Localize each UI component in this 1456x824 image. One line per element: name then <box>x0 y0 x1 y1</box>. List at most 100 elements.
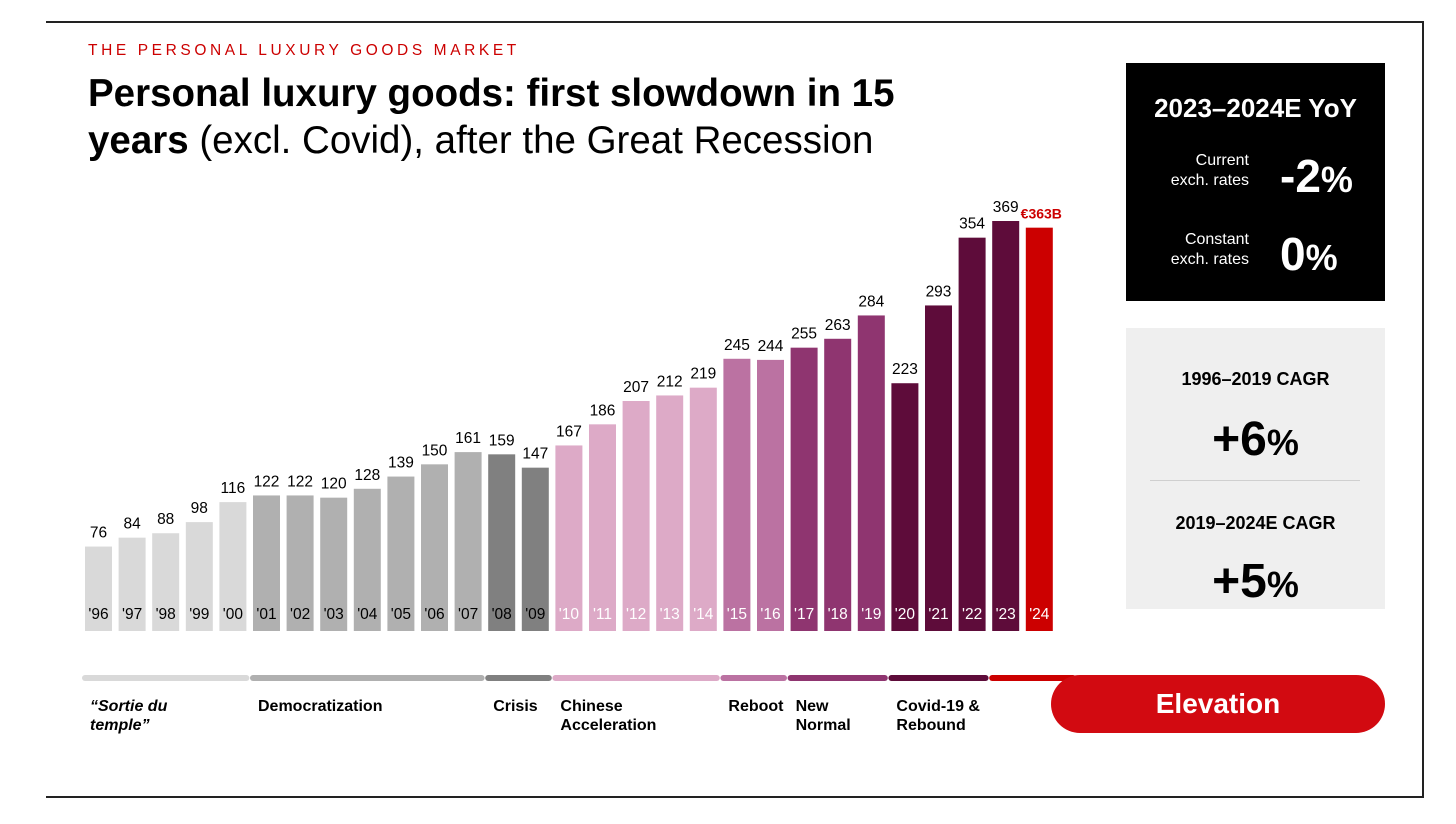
value-label: 293 <box>926 283 952 300</box>
constant-rates-label: Constant exch. rates <box>1171 230 1249 270</box>
value-label: 207 <box>623 379 649 396</box>
value-label: 76 <box>90 525 107 542</box>
bar-20 <box>891 383 919 631</box>
tick-label: '18 <box>828 606 848 623</box>
value-label: 147 <box>522 446 548 463</box>
current-value-number: -2 <box>1280 150 1321 202</box>
value-label: 167 <box>556 423 582 440</box>
constant-label-line2: exch. rates <box>1170 251 1249 268</box>
title-regular: (excl. Covid), after the Great Recession <box>188 119 874 162</box>
cagr-2019-2024-label: 2019–2024E CAGR <box>1175 513 1336 533</box>
bar-08 <box>488 454 516 631</box>
bar-04 <box>353 488 381 631</box>
tick-label: '20 <box>895 606 916 623</box>
title-bold-1: Personal luxury goods: first slowdown in… <box>88 72 895 115</box>
value-label: 263 <box>825 317 851 334</box>
value-label: 212 <box>657 373 683 390</box>
bar-21 <box>925 305 952 631</box>
frame-top-border <box>46 21 1424 23</box>
phase-label: New Normal <box>796 698 851 734</box>
bar-99 <box>185 522 213 631</box>
bar-17 <box>790 347 818 631</box>
current-value-pct: % <box>1320 159 1353 200</box>
bar-14 <box>689 387 717 631</box>
tick-label: '05 <box>391 606 411 623</box>
tick-label: '96 <box>88 606 108 623</box>
bar-13 <box>656 395 684 631</box>
tick-label: '07 <box>458 606 478 623</box>
phase-label: “Sortie du temple” <box>90 698 168 734</box>
value-label: 255 <box>791 326 817 343</box>
bar-09 <box>521 467 549 631</box>
bar-19 <box>857 315 885 631</box>
bar-10 <box>555 445 583 631</box>
bar-00 <box>219 502 247 631</box>
tick-label: '22 <box>962 606 982 623</box>
yoy-title: 2023–2024E YoY <box>1154 93 1357 123</box>
bar-06 <box>421 464 448 631</box>
value-label: 116 <box>221 480 246 497</box>
current-rates-value: -2% <box>1280 149 1353 203</box>
tick-label: '02 <box>290 606 310 623</box>
phase-label: Reboot <box>728 698 784 715</box>
tick-label: '14 <box>693 606 714 623</box>
value-label: 219 <box>690 366 716 383</box>
tick-label: '01 <box>256 606 276 623</box>
title-bold-2: years <box>88 119 189 162</box>
tick-label: '10 <box>559 606 580 623</box>
tick-label: '24 <box>1029 606 1050 623</box>
constant-value-pct: % <box>1305 237 1338 278</box>
bar-05 <box>387 476 415 631</box>
tick-label: '17 <box>794 606 814 623</box>
tick-label: '00 <box>223 606 244 623</box>
cagr-divider <box>1150 480 1360 481</box>
value-label: 84 <box>123 516 141 533</box>
elevation-pill: Elevation <box>1051 675 1385 733</box>
value-label: 223 <box>892 361 918 378</box>
tick-label: '04 <box>357 606 378 623</box>
bar-23 <box>992 221 1020 631</box>
cagr2-pct: % <box>1266 564 1299 605</box>
value-label: 120 <box>321 476 347 493</box>
bar-11 <box>589 424 616 631</box>
tick-label: '06 <box>424 606 444 623</box>
bar-24 <box>1025 227 1053 631</box>
value-label: 161 <box>455 430 481 447</box>
yoy-box: 2023–2024E YoY Current exch. rates -2% C… <box>1126 63 1385 301</box>
value-label: 139 <box>388 455 414 472</box>
bar-01 <box>253 495 280 631</box>
phase-label: Crisis <box>493 698 538 715</box>
phase-label: Chinese Acceleration <box>560 698 656 734</box>
bar-96 <box>85 546 112 631</box>
phase-label: Democratization <box>258 698 382 715</box>
bar-15 <box>723 358 751 631</box>
tick-label: '11 <box>593 606 612 623</box>
bar-98 <box>152 533 180 631</box>
tick-label: '09 <box>525 606 545 623</box>
cagr1-number: +6 <box>1212 413 1267 466</box>
cagr2-number: +5 <box>1212 555 1267 608</box>
tick-label: '21 <box>928 606 948 623</box>
bar-07 <box>454 452 482 631</box>
tick-label: '98 <box>156 606 176 623</box>
value-label: 128 <box>354 467 380 484</box>
bar-18 <box>824 338 852 631</box>
value-label: 159 <box>489 432 515 449</box>
cagr-1996-2019-label: 1996–2019 CAGR <box>1181 369 1330 389</box>
current-rates-label: Current exch. rates <box>1171 151 1249 191</box>
tick-label: '97 <box>122 606 142 623</box>
tick-label: '99 <box>189 606 209 623</box>
cagr1-pct: % <box>1266 422 1299 463</box>
value-label: 186 <box>590 402 616 419</box>
current-label-line2: exch. rates <box>1170 172 1249 189</box>
cagr-2019-2024-value: +5% <box>1126 554 1385 609</box>
bar-97 <box>118 537 146 631</box>
tick-label: '19 <box>861 606 881 623</box>
value-label: 122 <box>287 473 313 490</box>
page-title: Personal luxury goods: first slowdown in… <box>88 70 988 164</box>
cagr-box: 1996–2019 CAGR +6% 2019–2024E CAGR +5% <box>1126 328 1385 609</box>
tick-label: '12 <box>626 606 646 623</box>
cagr-1996-2019-value: +6% <box>1126 412 1385 467</box>
bar-22 <box>958 237 986 631</box>
